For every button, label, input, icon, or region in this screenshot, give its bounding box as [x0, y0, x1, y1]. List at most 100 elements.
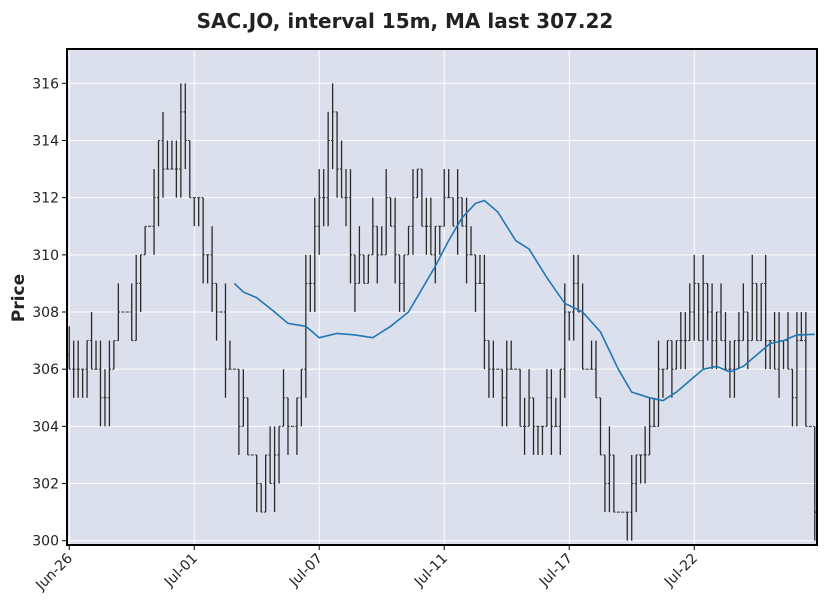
ohlc-bar	[112, 340, 116, 370]
ohlc-bar	[174, 140, 178, 198]
ohlc-bar	[447, 169, 451, 199]
ohlc-bar	[540, 425, 545, 455]
ohlc-bar	[701, 254, 705, 370]
ohlc-bar	[335, 111, 339, 198]
x-tick-label: Jul-22	[661, 551, 701, 591]
ohlc-bar	[317, 169, 321, 255]
ohlc-bar	[81, 368, 85, 398]
ohlc-bar	[652, 397, 656, 427]
ohlc-bar	[152, 169, 156, 255]
ohlc-bar	[366, 254, 370, 284]
ohlc-bar	[491, 340, 495, 398]
ohlc-bar	[308, 254, 312, 313]
ohlc-bar	[746, 311, 750, 370]
ohlc-bar	[210, 226, 214, 313]
ohlc-bar	[228, 340, 232, 370]
ohlc-bar	[272, 426, 277, 513]
ohlc-bar	[741, 283, 745, 342]
ohlc-bar	[380, 226, 384, 256]
ohlc-bar	[183, 83, 187, 170]
y-tick-label: 302	[32, 477, 59, 493]
ohlc-bar	[598, 397, 603, 456]
y-tick-label: 306	[32, 362, 59, 378]
ohlc-bar	[728, 340, 732, 398]
ohlc-bar	[665, 340, 670, 370]
ohlc-bar	[656, 340, 661, 427]
ohlc-bar	[572, 254, 576, 341]
ohlc-bar	[710, 283, 714, 370]
ohlc-bar	[424, 197, 428, 255]
ohlc-bar	[630, 454, 634, 541]
x-tick-label: Jul-11	[411, 551, 451, 591]
y-tick-label: 300	[32, 534, 59, 550]
ohlc-bar	[130, 283, 134, 342]
ohlc-bar	[714, 311, 719, 370]
ohlc-bars	[67, 83, 817, 541]
ohlc-bar	[549, 369, 553, 455]
ohlc-bar	[768, 340, 772, 370]
x-tick-label: Jul-01	[161, 551, 201, 591]
ohlc-bar	[451, 197, 455, 227]
ohlc-bar	[384, 169, 388, 256]
ohlc-bar	[719, 283, 723, 342]
ohlc-bar	[116, 283, 120, 342]
ohlc-bar	[295, 397, 299, 455]
ohlc-bar	[737, 312, 741, 370]
ohlc-bar	[433, 225, 437, 284]
ohlc-bar	[799, 312, 803, 342]
ohlc-bar	[487, 340, 491, 398]
ohlc-bar	[750, 254, 754, 342]
ohlc-bar	[406, 225, 411, 256]
ohlc-bar	[339, 140, 344, 199]
ohlc-bar	[89, 312, 94, 370]
ohlc-bar	[107, 340, 112, 427]
ohlc-bar	[237, 368, 241, 455]
moving-average-line	[233, 199, 815, 402]
ohlc-bar	[277, 425, 281, 484]
y-tick-label: 308	[32, 305, 59, 321]
ohlc-bar	[429, 197, 433, 256]
ohlc-bar	[536, 425, 540, 455]
ohlc-bar	[85, 340, 89, 398]
ohlc-bar	[353, 254, 357, 313]
ohlc-bar	[375, 225, 379, 284]
ohlc-bar	[679, 312, 683, 370]
ohlc-bar	[241, 369, 245, 427]
ohlc-bar	[478, 254, 482, 284]
ohlc-bar	[625, 511, 629, 541]
ohlc-bar	[639, 454, 643, 484]
ohlc-bar	[322, 169, 326, 227]
ohlc-bar	[643, 426, 647, 484]
ohlc-bar	[589, 340, 594, 370]
ohlc-bar	[103, 369, 107, 427]
ohlc-bar	[72, 340, 76, 398]
ohlc-bar	[442, 169, 446, 227]
ohlc-bar	[201, 197, 205, 284]
ohlc-bar	[558, 368, 562, 455]
ohlc-bar	[156, 139, 161, 227]
ohlc-bar	[197, 197, 201, 227]
ohlc-bar	[509, 340, 513, 370]
ohlc-bar	[505, 340, 509, 427]
ohlc-bar	[179, 83, 183, 198]
ohlc-bar	[612, 454, 616, 513]
ohlc-bar	[527, 369, 531, 427]
ohlc-bar	[188, 139, 192, 199]
ohlc-bar	[545, 369, 549, 427]
x-axis-ticks: Jun-26 Jul-01 Jul-07 Jul-11 Jul-17 Jul-22	[32, 545, 701, 594]
ohlc-bar	[259, 483, 263, 513]
ohlc-bar	[576, 254, 580, 313]
ohlc-bar	[683, 312, 687, 370]
y-axis-ticks: 300 302 304 306 308 310 312 314 316	[32, 76, 67, 550]
ohlc-bar	[755, 282, 759, 342]
ohlc-bar	[647, 397, 652, 456]
ohlc-bar	[362, 254, 366, 284]
ohlc-bar	[348, 169, 353, 284]
ohlc-bar	[531, 397, 536, 455]
y-axis-label: Price	[9, 274, 29, 322]
ohlc-bar	[331, 83, 335, 170]
ohlc-bar	[192, 197, 196, 227]
ohlc-bar	[268, 426, 272, 485]
ohlc-bar	[759, 282, 763, 342]
